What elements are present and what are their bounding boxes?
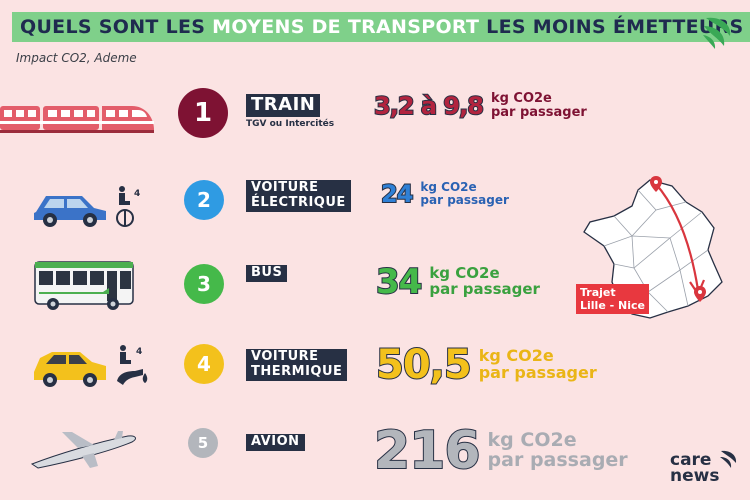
mode-name: VOITURE ÉLECTRIQUE [246, 180, 351, 212]
airplane-icon [30, 431, 136, 469]
emission-row-5: 216 kg CO2e par passager [373, 420, 628, 482]
logo-line2: news [670, 466, 720, 487]
mode-train: TRAIN TGV ou Intercités [246, 94, 334, 129]
mode-name: VOITURE THERMIQUE [246, 349, 348, 381]
emission-unit: kg CO2e par passager [478, 346, 597, 382]
emission-value: 34 [375, 261, 423, 303]
electric-car-icon [34, 196, 106, 227]
emission-unit: kg CO2e par passager [429, 264, 540, 298]
care-news-logo: care news [670, 450, 720, 487]
emission-row-3: 34 kg CO2e par passager [375, 261, 540, 303]
car-icon [34, 352, 106, 387]
emission-row-1: 3,2 à 9,8 kg CO2e par passager [373, 91, 587, 121]
page-title: QUELS SONT LES MOYENS DE TRANSPORT LES M… [20, 16, 750, 38]
mode-plane: AVION [246, 434, 305, 451]
passengers-fuel-pump-icon [117, 345, 148, 385]
train-icon [0, 106, 154, 133]
rank-badge-5: 5 [188, 428, 218, 458]
emission-unit: kg CO2e par passager [487, 429, 628, 471]
emission-unit: kg CO2e par passager [420, 180, 509, 207]
mode-name: BUS [246, 265, 288, 282]
care-news-logo-small-icon [720, 450, 737, 468]
title-bar: QUELS SONT LES MOYENS DE TRANSPORT LES M… [12, 12, 750, 42]
rank-badge-3: 3 [184, 264, 224, 304]
mode-detail: TGV ou Intercités [246, 118, 335, 129]
emission-value: 24 [380, 179, 414, 209]
source-subtitle: Impact CO2, Ademe [16, 51, 137, 65]
mode-bus: BUS [246, 265, 288, 282]
france-map-icon [583, 176, 723, 319]
mode-name: AVION [246, 434, 305, 451]
emission-value: 216 [373, 420, 482, 482]
rank-badge-4: 4 [184, 344, 224, 384]
emission-row-2: 24 kg CO2e par passager [380, 179, 509, 209]
emission-row-4: 50,5 kg CO2e par passager [375, 341, 597, 389]
mode-thermal-car: VOITURE THERMIQUE [246, 349, 348, 381]
logo-line1: care [670, 450, 712, 470]
passenger-count: 4 [136, 347, 143, 357]
passengers-ev-plug-icon [116, 186, 134, 227]
rank-badge-1: 1 [178, 88, 228, 138]
emission-unit: kg CO2e par passager [490, 91, 587, 120]
rank-badge-2: 2 [184, 180, 224, 220]
bus-icon [34, 261, 134, 310]
mode-name: TRAIN [246, 94, 321, 117]
mode-electric-car: VOITURE ÉLECTRIQUE [246, 180, 351, 212]
emission-value: 3,2 à 9,8 [373, 91, 485, 121]
emission-value: 50,5 [375, 341, 473, 389]
route-label: Trajet Lille - Nice [576, 284, 649, 315]
care-news-logo-mark-icon [703, 17, 731, 49]
passenger-count: 4 [134, 189, 141, 199]
